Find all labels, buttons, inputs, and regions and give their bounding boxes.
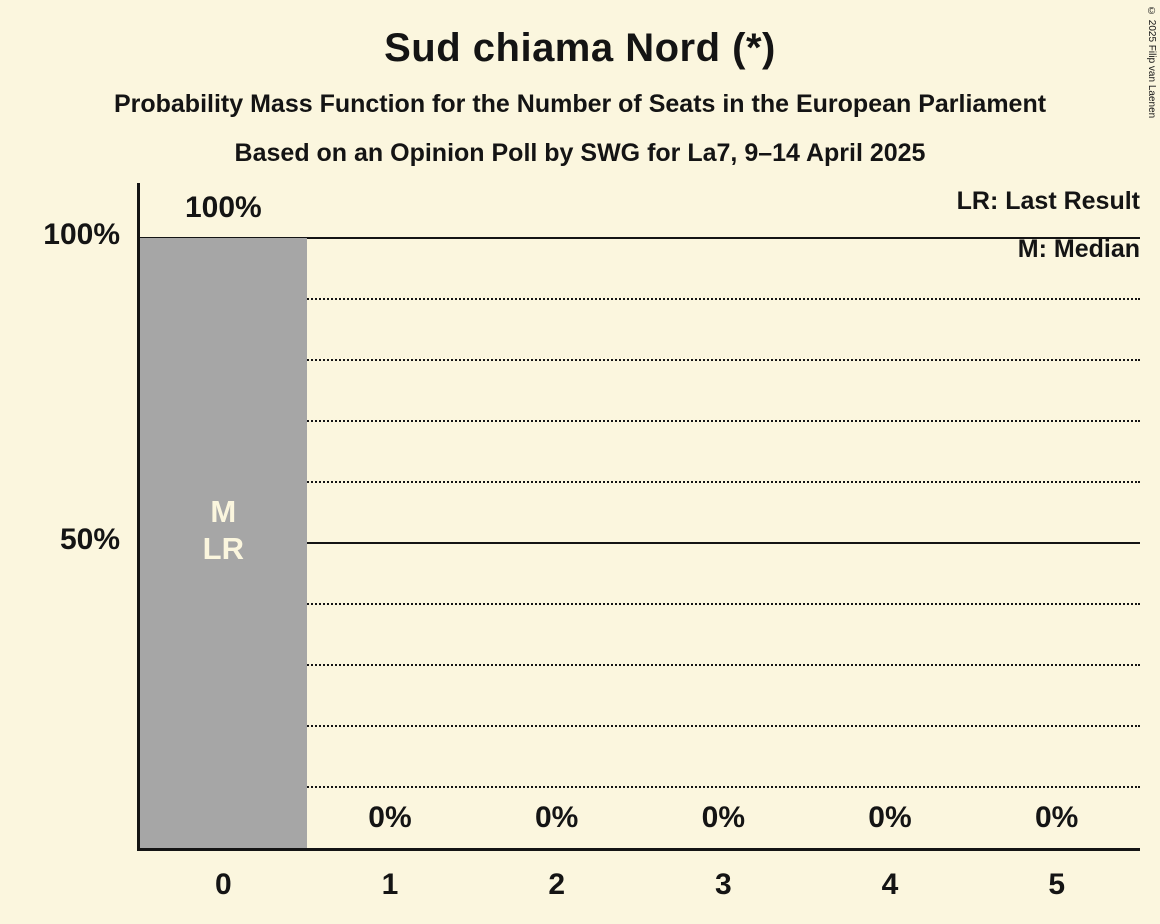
bar-value-label-5: 0% xyxy=(1034,801,1079,834)
gridline-solid-100 xyxy=(140,237,1140,239)
gridline-dotted-90 xyxy=(140,298,1140,300)
legend-last-result: LR: Last Result xyxy=(956,187,1140,215)
x-tick-label-3: 3 xyxy=(714,868,732,901)
legend-median: M: Median xyxy=(1017,235,1140,263)
gridline-dotted-20 xyxy=(140,725,1140,727)
copyright-text: © 2025 Filip van Laenen xyxy=(1146,6,1157,119)
chart-title: Sud chiama Nord (*) xyxy=(384,26,776,70)
gridline-dotted-60 xyxy=(140,481,1140,483)
bar-value-label-2: 0% xyxy=(534,801,579,834)
x-tick-label-5: 5 xyxy=(1048,868,1065,901)
y-axis-line xyxy=(137,183,140,851)
x-tick-label-2: 2 xyxy=(548,868,565,901)
y-tick-label-100: 100% xyxy=(43,218,120,251)
y-tick-label-50: 50% xyxy=(59,523,120,556)
gridline-dotted-30 xyxy=(140,664,1140,666)
bar-value-label-4: 0% xyxy=(868,801,912,834)
bar-value-label-1: 0% xyxy=(368,801,412,834)
chart-subtitle: Probability Mass Function for the Number… xyxy=(113,90,1047,118)
x-tick-label-0: 0 xyxy=(214,868,232,901)
gridline-dotted-10 xyxy=(140,786,1140,788)
bar-value-label-3: 0% xyxy=(701,801,745,834)
gridline-dotted-80 xyxy=(140,359,1140,361)
gridline-dotted-40 xyxy=(140,603,1140,605)
chart-poll-info: Based on an Opinion Poll by SWG for La7,… xyxy=(234,139,926,167)
x-axis-line xyxy=(137,848,1140,851)
x-tick-label-1: 1 xyxy=(381,868,399,901)
bar-seats-0 xyxy=(140,238,307,848)
bar-value-label-0: 100% xyxy=(184,191,262,224)
x-tick-label-4: 4 xyxy=(881,868,899,901)
bar-annotation-median-lastresult: M LR xyxy=(202,494,244,566)
gridline-solid-50 xyxy=(140,542,1140,544)
gridline-dotted-70 xyxy=(140,420,1140,422)
